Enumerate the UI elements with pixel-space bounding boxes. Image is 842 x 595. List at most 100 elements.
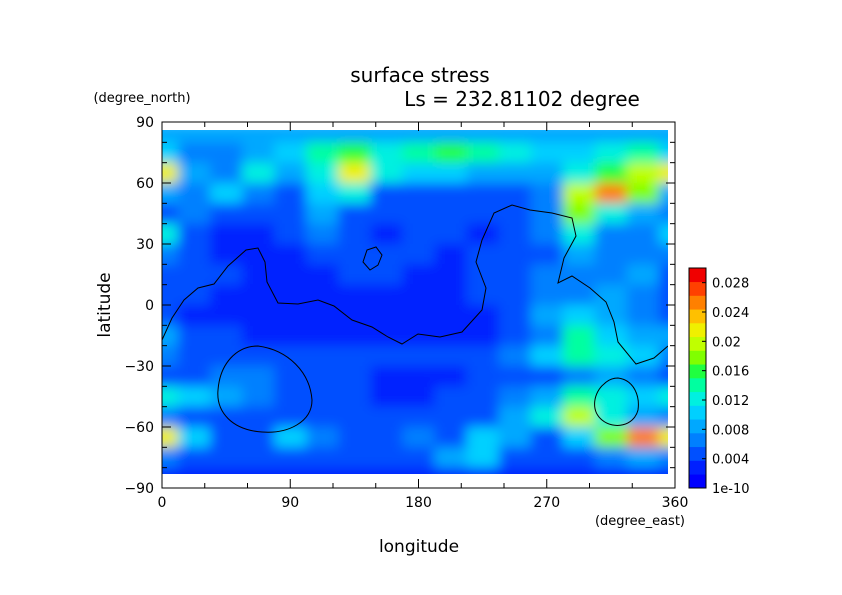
heatmap-cell xyxy=(530,223,564,245)
heatmap-cell xyxy=(162,130,179,143)
heatmap-cell xyxy=(434,264,468,286)
heatmap-cell xyxy=(210,325,243,347)
heatmap-cell xyxy=(659,223,668,245)
heatmap-cell xyxy=(306,162,339,184)
heatmap-cell xyxy=(402,467,436,474)
contour-line-small xyxy=(362,246,383,271)
heatmap-cell xyxy=(162,427,179,448)
heatmap-cell xyxy=(562,427,596,448)
chart-subtitle: Ls = 232.81102 degree xyxy=(404,87,640,111)
colorbar-segment xyxy=(689,460,706,475)
heatmap-cell xyxy=(562,264,596,286)
heatmap-cell xyxy=(402,223,436,245)
heatmap-cell xyxy=(594,386,628,408)
heatmap-cell xyxy=(626,142,660,164)
heatmap-cell xyxy=(402,162,436,184)
heatmap-cell xyxy=(498,345,532,367)
colorbar-tick-label: 0.008 xyxy=(712,423,749,438)
heatmap-cell xyxy=(594,130,628,143)
heatmap-cell xyxy=(370,345,404,367)
heatmap-cell xyxy=(338,427,371,448)
colorbar-segment xyxy=(689,268,706,283)
heatmap-cell xyxy=(434,406,468,428)
heatmap-cell xyxy=(562,366,596,387)
heatmap-cell xyxy=(306,203,339,225)
heatmap-cell xyxy=(242,162,275,184)
heatmap-cell xyxy=(402,142,436,164)
heatmap-cell xyxy=(306,284,339,306)
heatmap-cell xyxy=(498,447,532,469)
heatmap-cell xyxy=(594,366,628,387)
heatmap-cell xyxy=(274,284,307,306)
heatmap-cell xyxy=(210,223,243,245)
heatmap-cell xyxy=(562,203,596,225)
heatmap-cell xyxy=(530,447,564,469)
heatmap-cell xyxy=(659,366,668,387)
heatmap-cell xyxy=(659,203,668,225)
heatmap-cell xyxy=(594,183,628,204)
heatmap-cell xyxy=(402,284,436,306)
heatmap-cell xyxy=(402,447,436,469)
heatmap-cell xyxy=(594,142,628,164)
heatmap-cell xyxy=(659,447,668,469)
heatmap-cell xyxy=(466,244,500,265)
heatmap-cell xyxy=(306,366,339,387)
x-tick-label: 270 xyxy=(533,495,560,511)
heatmap-cell xyxy=(306,325,339,347)
heatmap-cell xyxy=(242,244,275,265)
y-axis-unit: (degree_north) xyxy=(93,91,190,106)
heatmap-cell xyxy=(562,162,596,184)
heatmap-cell xyxy=(338,223,371,245)
heatmap-cell xyxy=(306,345,339,367)
heatmap-cell xyxy=(370,142,404,164)
heatmap-cell xyxy=(242,223,275,245)
heatmap-cell xyxy=(466,162,500,184)
contour-line-basin xyxy=(217,345,313,433)
heatmap-cell xyxy=(178,386,211,408)
colorbar-tick-label: 1e-10 xyxy=(712,482,750,497)
heatmap-cell xyxy=(594,264,628,286)
y-tick-label: 90 xyxy=(136,115,154,131)
heatmap-cell xyxy=(498,406,532,428)
heatmap-cell xyxy=(338,447,371,469)
heatmap-cell xyxy=(370,130,404,143)
heatmap-field xyxy=(162,130,668,474)
heatmap-cell xyxy=(178,142,211,164)
heatmap-cell xyxy=(530,427,564,448)
heatmap-cell xyxy=(338,264,371,286)
heatmap-cell xyxy=(162,223,179,245)
heatmap-cell xyxy=(242,345,275,367)
heatmap-cell xyxy=(162,467,179,474)
heatmap-cell xyxy=(274,203,307,225)
colorbar-segment xyxy=(689,295,706,310)
heatmap-cell xyxy=(242,130,275,143)
heatmap-cell xyxy=(178,130,211,143)
heatmap-cell xyxy=(274,305,307,326)
heatmap-cell xyxy=(659,386,668,408)
heatmap-cell xyxy=(530,162,564,184)
heatmap-cell xyxy=(498,264,532,286)
heatmap-cell xyxy=(659,162,668,184)
heatmap-cell xyxy=(530,183,564,204)
heatmap-cell xyxy=(466,447,500,469)
heatmap-cell xyxy=(370,366,404,387)
heatmap-cell xyxy=(659,244,668,265)
heatmap-cell xyxy=(370,203,404,225)
heatmap-cell xyxy=(562,284,596,306)
heatmap-cell xyxy=(498,284,532,306)
heatmap-cell xyxy=(178,467,211,474)
heatmap-cell xyxy=(594,406,628,428)
heatmap-cell xyxy=(370,386,404,408)
heatmap-cell xyxy=(498,305,532,326)
heatmap-cell xyxy=(338,183,371,204)
colorbar-segment xyxy=(689,364,706,379)
heatmap-cell xyxy=(162,386,179,408)
heatmap-cell xyxy=(210,467,243,474)
heatmap-cell xyxy=(530,386,564,408)
heatmap-cell xyxy=(626,345,660,367)
colorbar-segment xyxy=(689,419,706,434)
heatmap-cell xyxy=(402,406,436,428)
heatmap-cell xyxy=(562,467,596,474)
heatmap-cell xyxy=(274,183,307,204)
